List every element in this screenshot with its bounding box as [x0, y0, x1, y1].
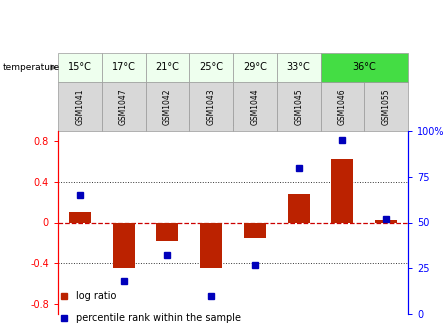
Bar — [332, 160, 353, 222]
Bar — [277, 53, 320, 82]
Text: GSM1047: GSM1047 — [119, 88, 128, 125]
Bar — [277, 82, 320, 131]
Bar — [157, 222, 178, 241]
Text: GSM1042: GSM1042 — [163, 88, 172, 125]
Bar — [102, 82, 146, 131]
Text: 36°C: 36°C — [352, 62, 376, 73]
Bar — [189, 53, 233, 82]
Bar — [102, 53, 146, 82]
Bar — [244, 222, 266, 238]
Bar — [364, 82, 408, 131]
Bar — [320, 53, 408, 82]
Text: 21°C: 21°C — [155, 62, 179, 73]
Bar — [233, 53, 277, 82]
Bar — [200, 222, 222, 268]
Bar — [375, 220, 397, 222]
Bar — [69, 212, 91, 222]
Bar — [58, 53, 102, 82]
Text: GSM1055: GSM1055 — [382, 88, 391, 125]
Text: GSM1046: GSM1046 — [338, 88, 347, 125]
Bar — [320, 82, 364, 131]
Text: GSM1045: GSM1045 — [294, 88, 303, 125]
Title: GDS111 / 4817: GDS111 / 4817 — [180, 115, 286, 128]
Bar — [113, 222, 134, 268]
Bar — [287, 194, 310, 222]
Text: 33°C: 33°C — [287, 62, 311, 73]
Bar — [233, 82, 277, 131]
Bar — [146, 82, 189, 131]
Text: percentile rank within the sample: percentile rank within the sample — [76, 313, 241, 323]
Bar — [146, 53, 189, 82]
Text: GSM1041: GSM1041 — [75, 88, 85, 125]
Text: 17°C: 17°C — [112, 62, 136, 73]
Text: GSM1043: GSM1043 — [206, 88, 216, 125]
Text: 15°C: 15°C — [68, 62, 92, 73]
Text: GSM1044: GSM1044 — [251, 88, 259, 125]
Text: 29°C: 29°C — [243, 62, 267, 73]
Text: log ratio: log ratio — [76, 291, 117, 301]
Text: temperature: temperature — [3, 63, 60, 72]
Bar — [58, 82, 102, 131]
Bar — [189, 82, 233, 131]
Text: 25°C: 25°C — [199, 62, 223, 73]
